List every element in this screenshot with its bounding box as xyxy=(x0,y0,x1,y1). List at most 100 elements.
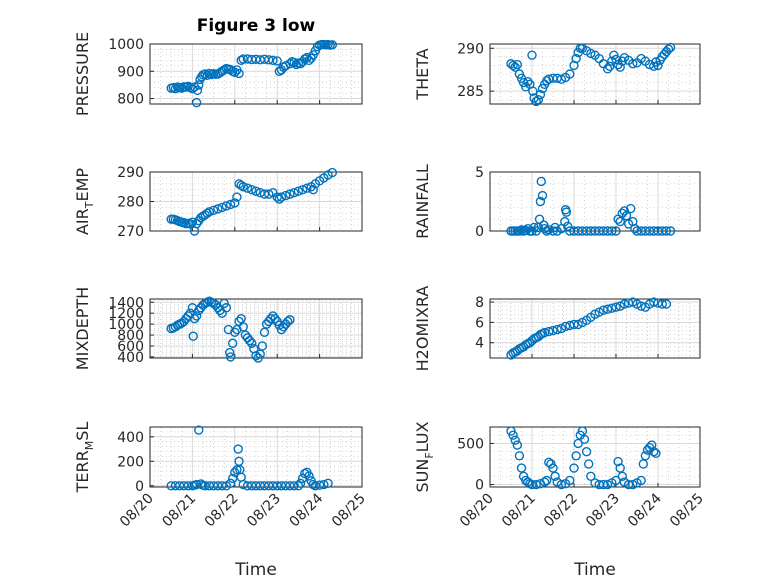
data-point xyxy=(327,40,338,50)
data-point xyxy=(531,96,541,107)
data-point xyxy=(319,479,329,490)
y-tick-label: 400 xyxy=(117,350,144,366)
data-point xyxy=(194,80,204,90)
data-point xyxy=(283,316,293,327)
data-point xyxy=(217,481,227,491)
x-tick-label: 08/20 xyxy=(117,491,157,531)
data-point xyxy=(302,183,312,193)
data-point xyxy=(208,205,219,216)
data-point xyxy=(607,226,617,236)
axes-frame xyxy=(149,298,363,359)
data-point xyxy=(531,479,541,490)
data-point xyxy=(665,226,676,236)
y-axis-label: TERRMSL xyxy=(73,422,96,494)
data-point xyxy=(327,167,338,178)
data-point xyxy=(535,196,546,207)
data-point xyxy=(236,55,246,66)
data-point xyxy=(247,184,257,195)
data-point xyxy=(191,311,202,321)
data-point xyxy=(510,62,520,72)
data-point xyxy=(640,451,651,461)
data-point xyxy=(636,301,646,311)
data-point xyxy=(289,481,299,491)
data-point xyxy=(213,204,223,214)
data-point xyxy=(602,304,613,314)
data-point xyxy=(607,303,617,313)
chart-title: Figure 3 low xyxy=(197,16,316,36)
data-point xyxy=(561,207,572,217)
data-point xyxy=(563,221,573,231)
data-point xyxy=(293,481,304,491)
data-point xyxy=(225,199,236,210)
y-tick-label: 1400 xyxy=(108,295,144,311)
y-axis-label: THETA xyxy=(413,48,432,100)
y-tick-label: 280 xyxy=(117,195,144,211)
data-point xyxy=(626,203,636,214)
y-tick-label: 1000 xyxy=(108,317,144,333)
y-tick-label: 290 xyxy=(117,165,144,181)
data-point xyxy=(234,68,244,79)
data-point xyxy=(615,216,625,227)
data-point xyxy=(227,338,238,348)
axes-frame xyxy=(149,171,363,232)
data-point xyxy=(628,59,638,69)
data-point xyxy=(523,77,533,87)
data-point xyxy=(628,479,638,490)
axes-frame xyxy=(489,43,701,105)
data-point xyxy=(565,475,575,486)
y-axis-label: PRESSURE xyxy=(73,32,92,116)
y-tick-label: 4 xyxy=(475,336,484,352)
data-point xyxy=(242,183,253,193)
data-point xyxy=(651,448,661,459)
data-point xyxy=(586,48,596,59)
data-point xyxy=(225,347,235,358)
data-point xyxy=(528,86,538,96)
data-point xyxy=(602,64,613,74)
data-point xyxy=(615,463,625,473)
data-point xyxy=(571,451,581,461)
data-point xyxy=(221,201,232,211)
data-point xyxy=(304,471,314,481)
data-point xyxy=(560,216,570,227)
plot-area xyxy=(150,44,362,104)
data-point xyxy=(619,299,630,309)
data-point xyxy=(539,477,550,487)
data-point xyxy=(230,67,240,78)
data-point xyxy=(187,217,198,227)
y-tick-label: 8 xyxy=(475,295,484,311)
data-point xyxy=(550,471,560,482)
data-point xyxy=(230,467,240,478)
panel-7: 0 200 400 TERRMSL 08/20 08/21 08/22 08/23 08/24 0… xyxy=(73,422,369,580)
x-tick-label: 08/23 xyxy=(244,491,284,531)
data-point xyxy=(259,189,270,199)
panel-8: 0 500 SUNFLUX 08/20 08/21 08/22 08/23 08/24 08/2… xyxy=(413,421,707,580)
data-point xyxy=(508,430,518,440)
y-tick-label: 400 xyxy=(117,430,144,446)
data-point xyxy=(170,84,181,94)
y-tick-label: 5 xyxy=(475,165,484,181)
y-axis-label: H2OMIXRA xyxy=(413,286,432,372)
y-tick-label: 270 xyxy=(117,224,144,240)
x-tick-label: 08/23 xyxy=(583,491,623,531)
data-point xyxy=(217,202,227,213)
data-point xyxy=(188,331,198,341)
x-axis-label: Time xyxy=(573,560,616,580)
data-point xyxy=(314,480,325,490)
data-point xyxy=(621,210,632,221)
x-tick-label: 08/25 xyxy=(667,491,707,531)
data-point xyxy=(527,50,537,60)
data-point xyxy=(232,465,242,475)
data-point xyxy=(535,89,546,100)
data-point xyxy=(539,223,550,234)
data-point xyxy=(533,95,543,105)
y-tick-label: 800 xyxy=(117,328,144,344)
data-point xyxy=(636,475,646,486)
x-tick-label: 08/22 xyxy=(541,491,581,531)
data-point xyxy=(638,459,648,469)
data-point xyxy=(272,192,282,202)
data-point xyxy=(542,475,552,486)
data-point xyxy=(539,327,550,338)
data-point xyxy=(649,446,659,457)
data-point xyxy=(611,302,621,312)
